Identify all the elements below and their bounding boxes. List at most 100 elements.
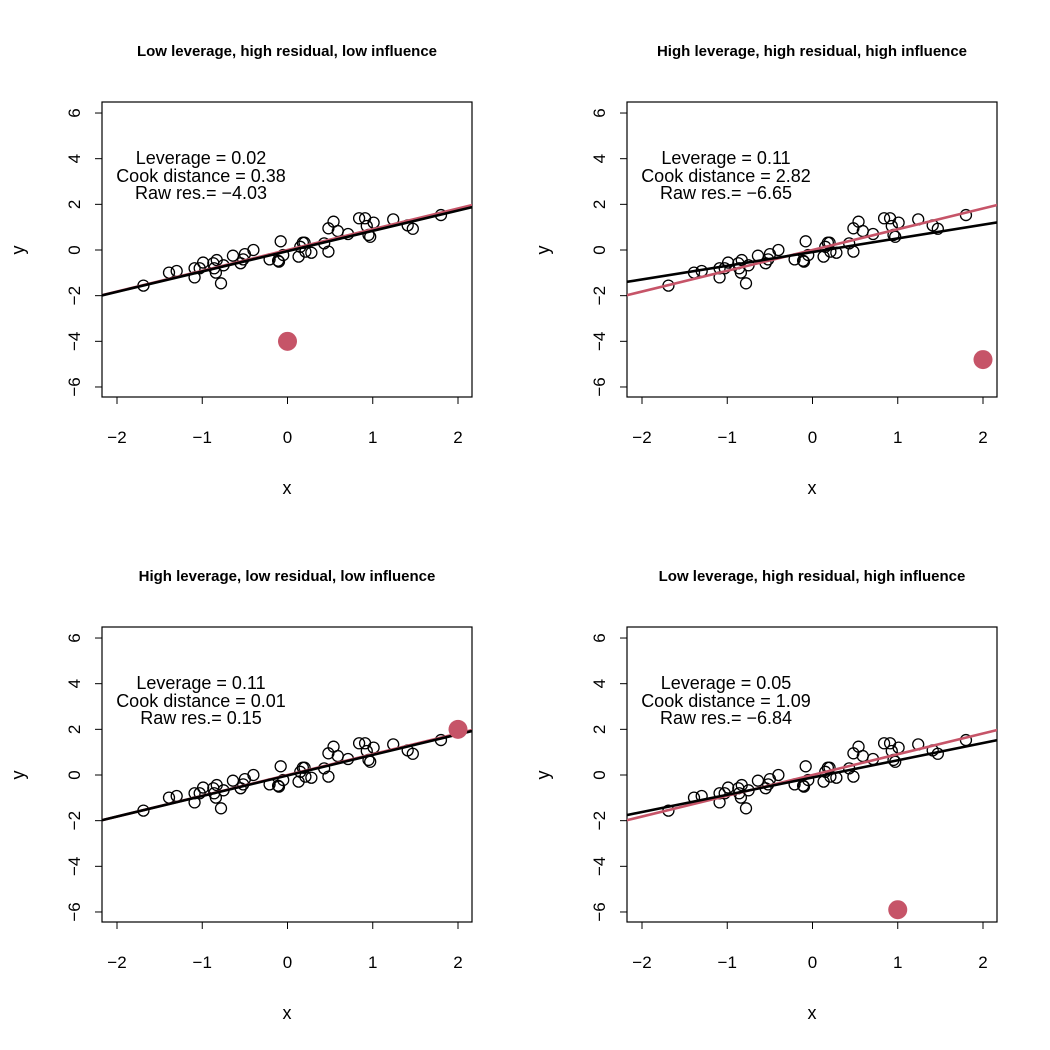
x-tick-label: 2	[978, 428, 987, 447]
data-point	[322, 245, 335, 258]
y-tick-label: −4	[590, 332, 609, 351]
x-tick-label: 1	[893, 428, 902, 447]
x-tick-label: 2	[453, 428, 462, 447]
x-tick-label: −1	[193, 953, 212, 972]
y-tick-label: 6	[65, 108, 84, 117]
x-axis-label: x	[808, 1003, 817, 1023]
annotation-text: Leverage = 0.02	[136, 148, 267, 168]
data-point	[802, 248, 815, 262]
y-tick-label: −2	[590, 286, 609, 305]
x-axis-label: x	[283, 478, 292, 498]
panel-title: Low leverage, high residual, low influen…	[137, 43, 437, 60]
y-tick-label: 4	[590, 679, 609, 688]
panel-1: Low leverage, high residual, low influen…	[8, 43, 473, 498]
data-point	[721, 781, 735, 794]
data-point	[856, 749, 869, 763]
data-point	[331, 224, 344, 238]
y-tick-label: 4	[590, 154, 609, 163]
plot-frame	[626, 101, 998, 398]
x-tick-label: 2	[453, 953, 462, 972]
annotation-text: Raw res.= −6.84	[660, 708, 792, 728]
x-tick-label: −2	[632, 953, 651, 972]
data-point	[892, 741, 905, 754]
x-tick-label: 2	[978, 953, 987, 972]
x-tick-label: 0	[283, 953, 292, 972]
x-tick-label: −2	[107, 953, 126, 972]
data-point	[162, 791, 176, 804]
y-tick-label: −4	[590, 857, 609, 876]
y-axis-label: y	[8, 771, 28, 780]
data-point	[247, 768, 260, 782]
fit-line-with-outlier	[102, 729, 472, 822]
y-tick-label: 0	[590, 245, 609, 254]
outlier-point	[888, 900, 908, 920]
y-tick-label: −6	[65, 902, 84, 921]
y-axis-label: y	[533, 771, 553, 780]
data-point	[892, 216, 905, 229]
data-point	[797, 255, 811, 268]
data-point	[274, 235, 287, 248]
panel-title: High leverage, high residual, high influ…	[657, 43, 967, 60]
annotation-text: Raw res.= 0.15	[140, 708, 262, 728]
data-point	[274, 760, 287, 773]
data-point	[298, 761, 311, 774]
data-point	[847, 770, 860, 783]
y-tick-label: −6	[590, 902, 609, 921]
x-tick-label: 1	[893, 953, 902, 972]
data-point	[277, 248, 290, 262]
plot-area	[627, 728, 997, 920]
fit-line-with-outlier	[627, 738, 997, 817]
y-tick-label: 4	[65, 679, 84, 688]
x-axis-label: x	[283, 1003, 292, 1023]
data-point	[196, 256, 210, 269]
y-axis-label: y	[8, 246, 28, 255]
y-axis-label: y	[533, 246, 553, 255]
annotation-text: Raw res.= −4.03	[135, 183, 267, 203]
data-point	[352, 212, 366, 225]
data-point	[799, 235, 812, 248]
y-tick-label: 6	[590, 633, 609, 642]
y-tick-label: 0	[65, 770, 84, 779]
data-point	[367, 741, 380, 754]
data-point	[162, 266, 176, 279]
y-tick-label: 2	[65, 200, 84, 209]
x-tick-label: 0	[283, 428, 292, 447]
y-tick-label: −2	[590, 811, 609, 830]
data-point	[305, 246, 318, 259]
data-point	[877, 212, 891, 225]
data-point	[277, 773, 290, 787]
data-point	[331, 749, 344, 763]
x-tick-label: −1	[718, 953, 737, 972]
plot-frame	[101, 101, 473, 398]
plot-area	[102, 203, 472, 351]
data-point	[214, 802, 228, 815]
outlier-point	[278, 331, 297, 351]
data-point	[406, 747, 419, 760]
data-point	[772, 243, 785, 257]
annotation-text: Cook distance = 0.38	[116, 166, 286, 186]
data-point	[797, 780, 811, 793]
y-tick-label: 4	[65, 154, 84, 163]
data-point	[322, 770, 335, 783]
fit-line-without-outlier	[627, 203, 997, 297]
y-tick-label: −4	[65, 857, 84, 876]
data-point	[247, 243, 260, 257]
y-tick-label: −6	[65, 377, 84, 396]
fit-line-without-outlier	[627, 728, 997, 822]
outlier-point	[973, 350, 993, 370]
x-tick-label: 0	[808, 428, 817, 447]
annotation-text: Cook distance = 0.01	[116, 691, 286, 711]
y-tick-label: 6	[590, 108, 609, 117]
fit-line-with-outlier	[627, 221, 997, 284]
y-tick-label: −6	[590, 377, 609, 396]
plot-frame	[101, 626, 473, 923]
panel-4: Low leverage, high residual, high influe…	[533, 568, 998, 1023]
data-point	[305, 771, 318, 784]
data-point	[856, 224, 869, 238]
annotation-text: Leverage = 0.11	[661, 148, 790, 168]
x-tick-label: 1	[368, 953, 377, 972]
data-point	[877, 737, 891, 750]
x-tick-label: 1	[368, 428, 377, 447]
data-point	[772, 768, 785, 782]
